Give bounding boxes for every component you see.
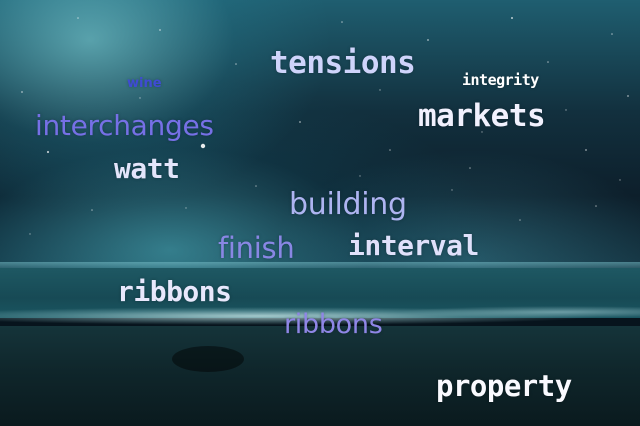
word-interchanges: interchanges bbox=[35, 109, 214, 142]
beach bbox=[0, 326, 640, 426]
word-property: property bbox=[436, 369, 572, 403]
word-integrity: integrity bbox=[462, 71, 539, 89]
word-wine: wine bbox=[127, 76, 162, 91]
rock bbox=[172, 346, 244, 372]
word-ribbons-light: ribbons bbox=[284, 309, 383, 340]
word-building: building bbox=[289, 187, 407, 222]
word-ribbons-bold: ribbons bbox=[117, 275, 232, 308]
word-interval: interval bbox=[348, 229, 479, 262]
word-markets: markets bbox=[418, 98, 546, 134]
word-tensions: tensions bbox=[270, 45, 416, 81]
starfield bbox=[21, 17, 629, 235]
horizon-glow bbox=[0, 262, 640, 272]
word-watt: watt bbox=[114, 152, 180, 185]
night-sky-background bbox=[0, 0, 640, 280]
word-finish: finish bbox=[218, 231, 295, 265]
